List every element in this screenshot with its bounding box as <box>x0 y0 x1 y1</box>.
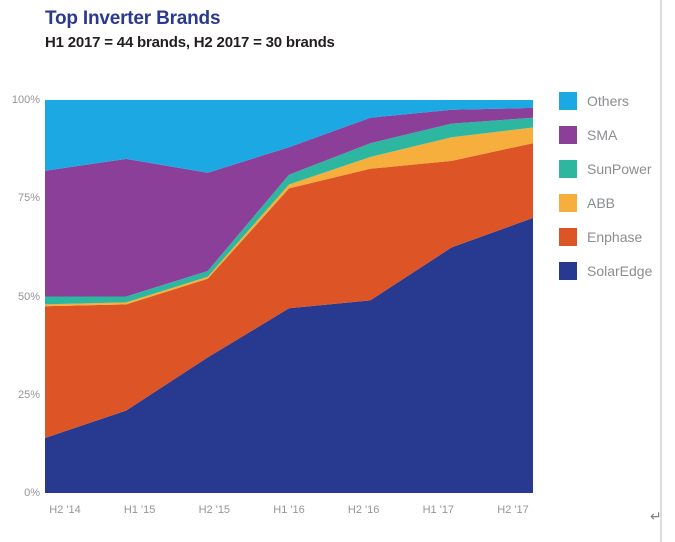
legend-swatch-sunpower <box>559 160 577 178</box>
plot-canvas <box>45 100 533 493</box>
page-edge-line <box>660 0 662 542</box>
chart-subtitle: H1 2017 = 44 brands, H2 2017 = 30 brands <box>45 34 335 51</box>
y-tick-label: 75% <box>17 192 40 205</box>
legend-item-sunpower: SunPower <box>559 160 669 178</box>
legend-label: ABB <box>587 195 616 211</box>
chart-legend: Others SMA SunPower ABB Enphase SolarEdge <box>559 92 669 296</box>
y-tick-label: 25% <box>17 388 40 401</box>
x-tick-label: H1 '15 <box>123 504 156 516</box>
area-others <box>45 100 533 173</box>
legend-swatch-enphase <box>559 228 577 246</box>
x-tick-label: H2 '16 <box>347 504 380 516</box>
legend-swatch-abb <box>559 194 577 212</box>
legend-swatch-others <box>559 92 577 110</box>
legend-item-others: Others <box>559 92 669 110</box>
chart-title: Top Inverter Brands <box>45 8 221 29</box>
x-tick-label: H1 '17 <box>422 504 455 516</box>
legend-swatch-sma <box>559 126 577 144</box>
legend-item-sma: SMA <box>559 126 669 144</box>
x-tick-label: H2 '17 <box>497 504 529 516</box>
legend-item-abb: ABB <box>559 194 669 212</box>
legend-swatch-solaredge <box>559 262 577 280</box>
legend-label: Enphase <box>587 229 643 245</box>
y-tick-label: 50% <box>17 290 40 303</box>
area-abb <box>45 127 533 307</box>
area-solaredge <box>45 217 533 493</box>
x-tick-label: H2 '14 <box>49 504 81 516</box>
x-tick-label: H2 '15 <box>198 504 231 516</box>
x-tick-label: H1 '16 <box>273 504 305 516</box>
legend-label: Others <box>587 93 630 109</box>
area-sma <box>45 107 533 297</box>
area-enphase <box>45 143 533 438</box>
legend-label: SMA <box>587 127 618 143</box>
y-tick-label: 0% <box>24 487 40 499</box>
legend-item-solaredge: SolarEdge <box>559 262 669 280</box>
paragraph-return-mark: ↵ <box>650 508 662 524</box>
legend-item-enphase: Enphase <box>559 228 669 246</box>
legend-label: SolarEdge <box>587 263 653 279</box>
stacked-area-plot <box>45 100 533 493</box>
legend-label: SunPower <box>587 161 652 177</box>
y-tick-label: 100% <box>11 94 40 106</box>
